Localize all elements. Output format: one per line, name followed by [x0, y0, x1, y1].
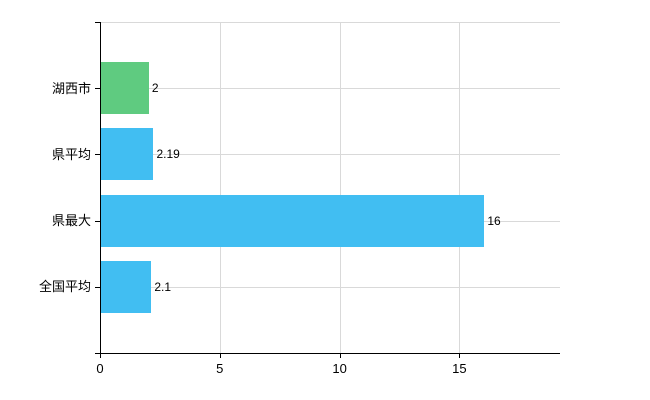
- category-label: 湖西市: [51, 80, 91, 96]
- value-label: 2: [151, 81, 159, 96]
- category-label: 県最大: [51, 213, 91, 229]
- x-axis-tick: [459, 353, 461, 358]
- category-label: 全国平均: [38, 279, 91, 295]
- y-axis-line: [100, 22, 101, 354]
- vertical-gridline: [459, 22, 461, 353]
- y-axis-tick: [95, 286, 100, 288]
- bar: [101, 260, 152, 313]
- y-axis-tick: [95, 220, 100, 222]
- vertical-gridline: [339, 22, 341, 353]
- y-axis-tick: [95, 353, 100, 354]
- x-tick-label: 15: [452, 361, 467, 376]
- value-label: 2.19: [156, 147, 180, 162]
- bar: [101, 62, 149, 115]
- y-axis-tick: [95, 154, 100, 156]
- x-tick-label: 0: [96, 361, 104, 376]
- x-tick-label: 10: [332, 361, 347, 376]
- bar: [101, 194, 485, 247]
- horizontal-gridline: [100, 286, 560, 288]
- x-axis-tick: [100, 353, 101, 358]
- y-axis-tick: [95, 22, 100, 23]
- category-label: 県平均: [51, 146, 91, 162]
- x-tick-label: 5: [216, 361, 224, 376]
- horizontal-gridline: [100, 88, 560, 90]
- value-label: 2.1: [154, 279, 171, 294]
- horizontal-gridline: [100, 22, 560, 23]
- bar: [101, 128, 154, 181]
- vertical-gridline: [219, 22, 221, 353]
- value-label: 16: [487, 213, 501, 228]
- y-axis-tick: [95, 88, 100, 90]
- horizontal-gridline: [100, 154, 560, 156]
- x-axis-line: [100, 353, 560, 354]
- x-axis-tick: [339, 353, 341, 358]
- x-axis-tick: [219, 353, 221, 358]
